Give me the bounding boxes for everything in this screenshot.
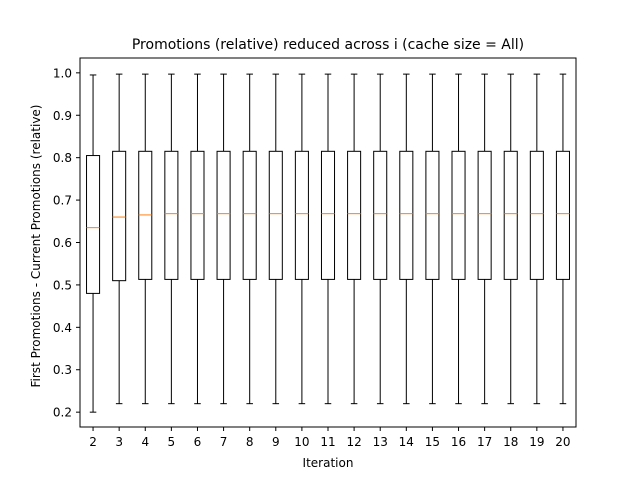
x-axis-label: Iteration: [303, 456, 354, 470]
plot-area: 0.2 0.3 0.4 0.5 0.6 0.7 0.8 0.9 1.0 2 3 4 5 6 7 8 9 10 11 1…: [53, 57, 577, 449]
box-16: [451, 150, 466, 280]
x-tick-label: 12: [346, 435, 361, 449]
x-tick-label: 19: [529, 435, 544, 449]
x-tick-label: 8: [246, 435, 254, 449]
x-tick-label: 7: [220, 435, 228, 449]
x-tick-label: 13: [373, 435, 388, 449]
box-8: [242, 150, 257, 280]
y-tick-label: 0.5: [53, 278, 72, 292]
x-tick-label: 10: [294, 435, 309, 449]
y-axis-label: First Promotions - Current Promotions (r…: [29, 105, 43, 388]
box-14: [399, 150, 414, 280]
y-tick-label: 0.8: [53, 151, 72, 165]
x-tick-label: 20: [555, 435, 570, 449]
box-20: [555, 150, 570, 280]
box-15: [425, 150, 440, 280]
box-3: [112, 150, 127, 282]
y-tick-label: 0.7: [53, 194, 72, 208]
box-18: [503, 150, 518, 280]
x-tick-label: 3: [115, 435, 123, 449]
y-tick-label: 0.6: [53, 236, 72, 250]
box-5: [164, 150, 179, 280]
y-tick-label: 0.2: [53, 406, 72, 420]
box-17: [477, 150, 492, 280]
box-12: [347, 150, 362, 280]
y-tick-label: 0.9: [53, 109, 72, 123]
chart-title: Promotions (relative) reduced across i (…: [132, 37, 524, 53]
box-7: [216, 150, 231, 280]
x-tick-label: 6: [194, 435, 202, 449]
x-tick-label: 11: [320, 435, 335, 449]
x-tick-label: 2: [89, 435, 97, 449]
box-11: [320, 150, 336, 280]
x-tick-label: 15: [425, 435, 440, 449]
y-tick-label: 0.4: [53, 321, 72, 335]
x-tick-label: 14: [399, 435, 414, 449]
y-tick-label: 0.3: [53, 363, 72, 377]
y-tick-label: 1.0: [53, 66, 72, 80]
box-2: [86, 155, 101, 294]
x-tick-label: 18: [503, 435, 518, 449]
box-9: [268, 150, 283, 280]
box-19: [529, 150, 544, 280]
box-10: [294, 150, 309, 280]
x-tick-label: 17: [477, 435, 492, 449]
x-tick-label: 9: [272, 435, 280, 449]
box-6: [190, 150, 205, 280]
x-tick-label: 16: [451, 435, 466, 449]
x-tick-label: 5: [168, 435, 176, 449]
box-13: [373, 150, 388, 280]
x-tick-label: 4: [141, 435, 149, 449]
